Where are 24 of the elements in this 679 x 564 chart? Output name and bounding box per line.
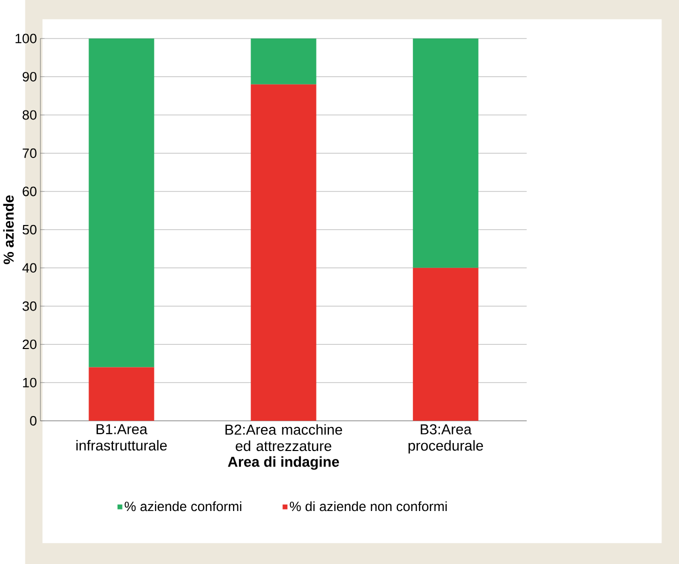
y-tick-label: 60 — [22, 186, 36, 196]
x-tick-label: B1:Area infrastrutturale — [76, 424, 167, 450]
y-tick-label: 0 — [30, 416, 36, 426]
y-tick-label: 90 — [22, 72, 36, 82]
x-tick-label: B3:Area procedurale — [408, 424, 483, 454]
legend-label: % di aziende non conformi — [290, 501, 447, 512]
y-tick-label: 100 — [16, 34, 36, 44]
y-tick-label: 80 — [22, 110, 36, 120]
y-tick-label: 50 — [22, 224, 36, 234]
bar — [88, 38, 154, 368]
y-tick-label: 20 — [22, 339, 36, 349]
y-tick-label: 30 — [22, 301, 36, 311]
x-axis-title: Area di indagine — [228, 456, 340, 470]
bar — [88, 367, 154, 421]
bar — [250, 84, 316, 421]
bar — [412, 38, 478, 268]
bar — [250, 38, 316, 84]
bar — [412, 268, 478, 421]
y-tick-label: 10 — [23, 378, 36, 388]
x-tick-label: B2:Area macchine ed attrezzature — [226, 424, 342, 451]
y-axis-title: % aziende — [3, 195, 14, 264]
y-tick-label: 70 — [22, 148, 36, 158]
legend-label: % aziende conformi — [124, 501, 242, 512]
y-tick-label: 40 — [22, 262, 36, 272]
